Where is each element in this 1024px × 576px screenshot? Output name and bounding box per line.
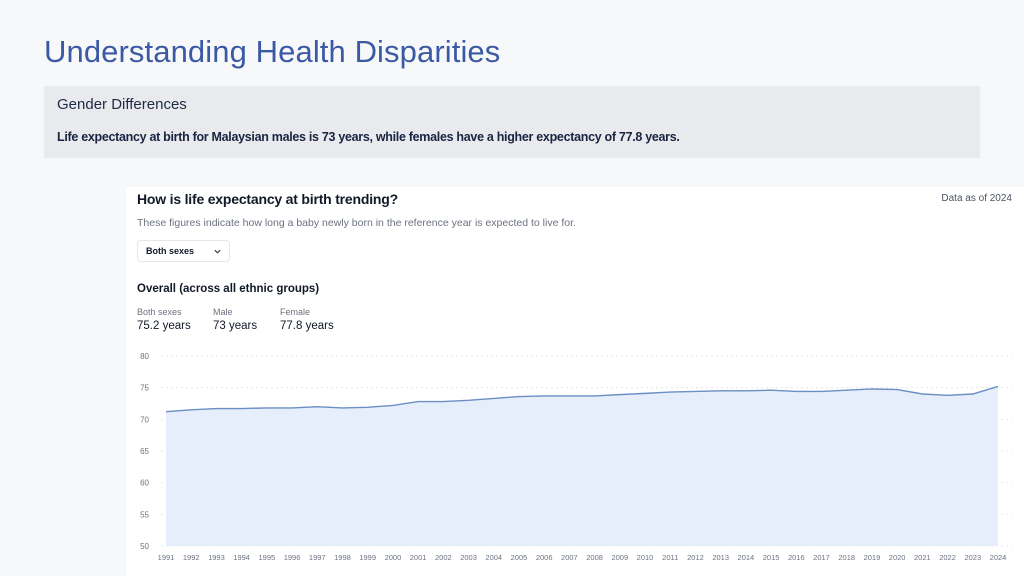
x-tick-label: 1996 — [284, 553, 301, 562]
x-tick-label: 1992 — [183, 553, 200, 562]
stat-value: 77.8 years — [280, 320, 334, 332]
y-tick-label: 60 — [140, 479, 149, 488]
y-tick-label: 70 — [140, 415, 149, 424]
data-as-of-label: Data as of 2024 — [941, 193, 1012, 204]
x-tick-label: 2005 — [511, 553, 528, 562]
sex-filter-dropdown[interactable]: Both sexes — [137, 240, 230, 262]
y-tick-label: 75 — [140, 384, 149, 393]
stat-male: Male 73 years — [213, 307, 257, 332]
y-tick-label: 65 — [140, 447, 149, 456]
stat-female: Female 77.8 years — [280, 307, 334, 332]
x-tick-label: 2008 — [586, 553, 603, 562]
x-tick-label: 2013 — [712, 553, 729, 562]
area-fill — [166, 386, 998, 546]
x-tick-label: 2014 — [738, 553, 755, 562]
x-tick-label: 2024 — [990, 553, 1007, 562]
y-tick-label: 80 — [140, 352, 149, 361]
x-tick-label: 2009 — [611, 553, 628, 562]
stat-both-sexes: Both sexes 75.2 years — [137, 307, 191, 332]
slide-title: Understanding Health Disparities — [44, 34, 501, 69]
x-tick-label: 2020 — [889, 553, 906, 562]
x-tick-label: 1999 — [359, 553, 376, 562]
x-tick-label: 2021 — [914, 553, 931, 562]
x-tick-label: 2019 — [864, 553, 881, 562]
callout-box: Gender Differences Life expectancy at bi… — [44, 86, 980, 158]
x-tick-label: 2022 — [939, 553, 956, 562]
x-tick-label: 1991 — [158, 553, 175, 562]
life-expectancy-card: How is life expectancy at birth trending… — [126, 187, 1024, 576]
card-description: These figures indicate how long a baby n… — [137, 217, 576, 229]
x-tick-label: 1994 — [233, 553, 250, 562]
x-tick-label: 1998 — [334, 553, 351, 562]
x-tick-label: 2001 — [410, 553, 427, 562]
chevron-down-icon — [214, 249, 221, 254]
callout-text: Life expectancy at birth for Malaysian m… — [57, 130, 680, 144]
x-tick-label: 2015 — [763, 553, 780, 562]
x-tick-label: 2002 — [435, 553, 452, 562]
stat-label: Female — [280, 307, 311, 317]
stat-value: 73 years — [213, 320, 258, 332]
x-tick-label: 2004 — [485, 553, 502, 562]
callout-heading: Gender Differences — [57, 96, 187, 113]
card-title: How is life expectancy at birth trending… — [137, 191, 398, 207]
dropdown-selected-value: Both sexes — [146, 246, 195, 256]
y-tick-label: 55 — [140, 510, 149, 519]
x-tick-label: 2000 — [385, 553, 402, 562]
x-tick-label: 2011 — [662, 553, 678, 562]
life-expectancy-area-chart: 50 55 60 65 70 75 80 1991 1992 1993 1994 1995 1996 19… — [140, 352, 1012, 562]
x-tick-label: 2010 — [637, 553, 654, 562]
x-tick-label: 2012 — [687, 553, 704, 562]
x-tick-label: 2006 — [536, 553, 553, 562]
x-tick-label: 2017 — [813, 553, 830, 562]
x-tick-label: 2007 — [561, 553, 578, 562]
section-title: Overall (across all ethnic groups) — [137, 283, 320, 295]
x-tick-label: 2003 — [460, 553, 477, 562]
x-tick-label: 2023 — [964, 553, 981, 562]
x-tick-label: 2018 — [838, 553, 855, 562]
x-tick-label: 1997 — [309, 553, 326, 562]
stat-label: Both sexes — [137, 307, 182, 317]
x-tick-label: 1995 — [259, 553, 276, 562]
x-tick-label: 1993 — [208, 553, 225, 562]
series-line — [165, 385, 999, 413]
x-tick-label: 2016 — [788, 553, 805, 562]
stat-label: Male — [213, 307, 233, 317]
y-tick-label: 50 — [140, 542, 149, 551]
stat-value: 75.2 years — [137, 320, 191, 332]
